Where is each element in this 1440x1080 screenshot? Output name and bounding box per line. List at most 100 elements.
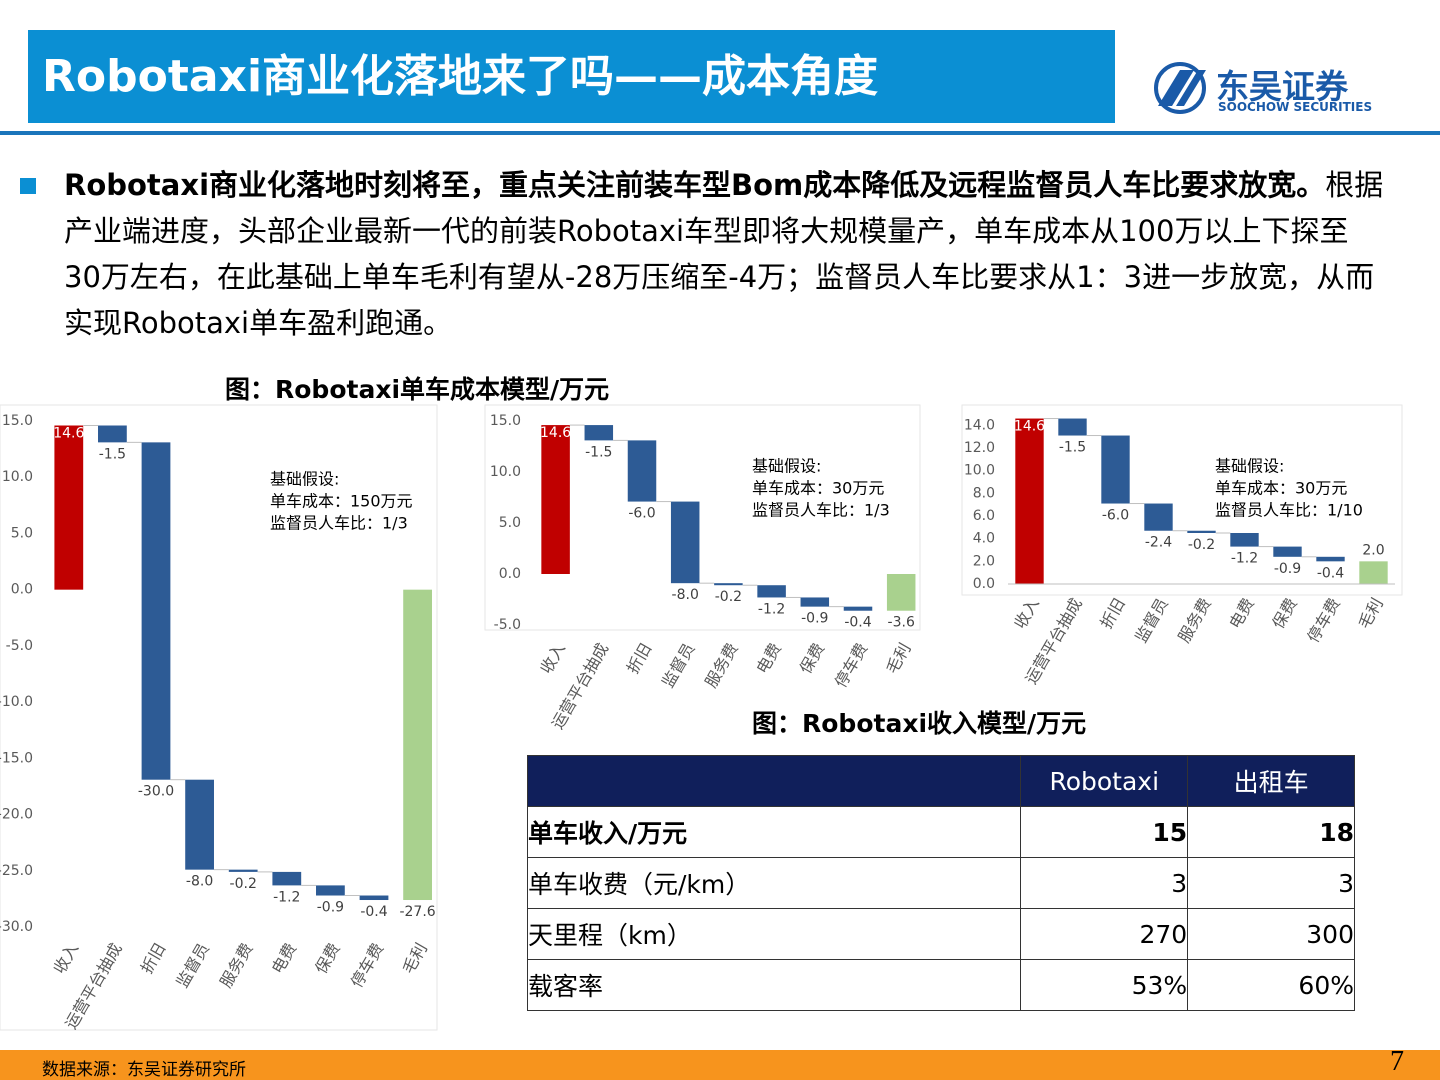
x-tick-label: 停车费 <box>347 940 387 991</box>
annotation: 监督员人车比：1/3 <box>270 514 408 533</box>
table-cell: 15 <box>1020 806 1189 858</box>
bar <box>1230 533 1259 547</box>
bullet-body: 根据产业端进度，头部企业最新一代的前装Robotaxi车型即将大规模量产，单车成… <box>64 168 1384 340</box>
x-tick-label: 服务费 <box>1174 595 1214 646</box>
annotation: 监督员人车比：1/10 <box>1215 501 1363 520</box>
value-label: 14.6 <box>540 425 571 441</box>
y-tick-label: 14.0 <box>964 417 995 433</box>
value-label: -30.0 <box>138 784 174 800</box>
y-tick-label: -5.0 <box>6 638 33 654</box>
annotation: 单车成本：30万元 <box>1215 479 1347 498</box>
x-tick-label: 电费 <box>268 940 300 977</box>
x-tick-label: 毛利 <box>1354 595 1386 632</box>
logo-en: SOOCHOW SECURITIES <box>1218 100 1373 114</box>
header-cell <box>526 755 1022 807</box>
bar <box>98 425 127 443</box>
value-label: -0.4 <box>1317 565 1344 581</box>
y-tick-label: 10.0 <box>490 464 521 480</box>
value-label: -0.9 <box>1274 561 1301 577</box>
figure-title: 图：Robotaxi单车成本模型/万元 <box>225 375 610 404</box>
value-label: -6.0 <box>1102 508 1129 524</box>
y-tick-label: 5.0 <box>11 525 33 541</box>
bar <box>1058 418 1087 436</box>
bar <box>800 597 830 607</box>
table-row: 单车收费（元/km） 3 3 <box>526 857 1355 909</box>
bar <box>1101 435 1130 504</box>
annotation: 单车成本：150万元 <box>270 492 413 511</box>
value-label: -0.2 <box>230 876 257 892</box>
table-cell: 300 <box>1187 908 1355 960</box>
value-label: -0.2 <box>1188 537 1215 553</box>
bar <box>714 583 743 586</box>
value-label: -0.9 <box>801 611 828 627</box>
bar <box>1316 556 1345 562</box>
bar <box>584 425 614 441</box>
y-tick-label: -30.0 <box>0 919 33 935</box>
bar <box>1015 418 1044 584</box>
chart-frame <box>0 404 438 1031</box>
bullet-marker <box>20 178 36 194</box>
value-label: -1.5 <box>585 444 612 460</box>
annotation: 监督员人车比：1/3 <box>752 501 890 520</box>
x-tick-label: 毛利 <box>882 640 914 677</box>
y-tick-label: 10.0 <box>964 463 995 479</box>
y-tick-label: 0.0 <box>973 576 995 592</box>
header-cell: 出租车 <box>1187 755 1355 807</box>
bar <box>185 779 214 870</box>
logo-icon <box>1154 62 1206 114</box>
table-cell: 3 <box>1020 857 1189 909</box>
x-tick-label: 折旧 <box>1096 595 1128 632</box>
x-tick-label: 保费 <box>796 640 828 677</box>
page-number: 7 <box>1390 1046 1404 1077</box>
bar <box>1359 561 1388 584</box>
y-tick-label: 10.0 <box>2 469 33 485</box>
y-tick-label: 6.0 <box>973 508 995 524</box>
table-cell: 载客率 <box>526 959 1022 1011</box>
chart-frame <box>484 404 921 631</box>
bar <box>54 425 84 590</box>
bar <box>1273 546 1302 557</box>
bar <box>627 440 657 502</box>
value-label: -1.5 <box>1059 440 1086 456</box>
x-tick-label: 电费 <box>1225 595 1257 632</box>
table-row: 天里程（km） 270 300 <box>526 908 1355 960</box>
table-cell: 53% <box>1020 959 1189 1011</box>
bar <box>403 589 432 901</box>
x-tick-label: 服务费 <box>701 640 741 691</box>
figure-title: 图：Robotaxi收入模型/万元 <box>752 709 1087 738</box>
value-label: -6.0 <box>628 506 655 522</box>
bar <box>272 871 302 886</box>
annotation: 基础假设: <box>270 470 339 489</box>
x-tick-label: 收入 <box>536 640 568 677</box>
bar <box>670 501 700 584</box>
table-cell: 60% <box>1187 959 1355 1011</box>
table-cell: 18 <box>1187 806 1355 858</box>
bar <box>1144 503 1173 531</box>
x-tick-label: 停车费 <box>831 640 871 691</box>
value-label: 2.0 <box>1362 542 1384 558</box>
x-tick-label: 折旧 <box>137 940 169 977</box>
value-label: -3.6 <box>888 615 915 631</box>
header-rule <box>0 131 1440 135</box>
x-tick-label: 保费 <box>311 940 343 977</box>
footer-bar <box>0 1050 1440 1080</box>
annotation: 单车成本：30万元 <box>752 479 884 498</box>
y-tick-label: 2.0 <box>973 553 995 569</box>
annotation: 基础假设: <box>752 457 821 476</box>
value-label: -1.2 <box>1231 551 1258 567</box>
value-label: -0.2 <box>715 589 742 605</box>
value-label: -1.2 <box>273 889 300 905</box>
bar <box>843 606 873 611</box>
y-tick-label: -25.0 <box>0 863 33 879</box>
y-tick-label: 12.0 <box>964 440 995 456</box>
table-row: 单车收入/万元 15 18 <box>526 806 1355 858</box>
value-label: -27.6 <box>399 904 435 920</box>
table-cell: 单车收费（元/km） <box>526 857 1022 909</box>
x-tick-label: 监督员 <box>658 640 698 691</box>
value-label: -8.0 <box>672 587 699 603</box>
table-cell: 单车收入/万元 <box>526 806 1022 858</box>
value-label: -1.5 <box>99 446 126 462</box>
bar <box>541 425 570 574</box>
y-tick-label: 0.0 <box>499 566 521 582</box>
bar <box>757 585 786 598</box>
